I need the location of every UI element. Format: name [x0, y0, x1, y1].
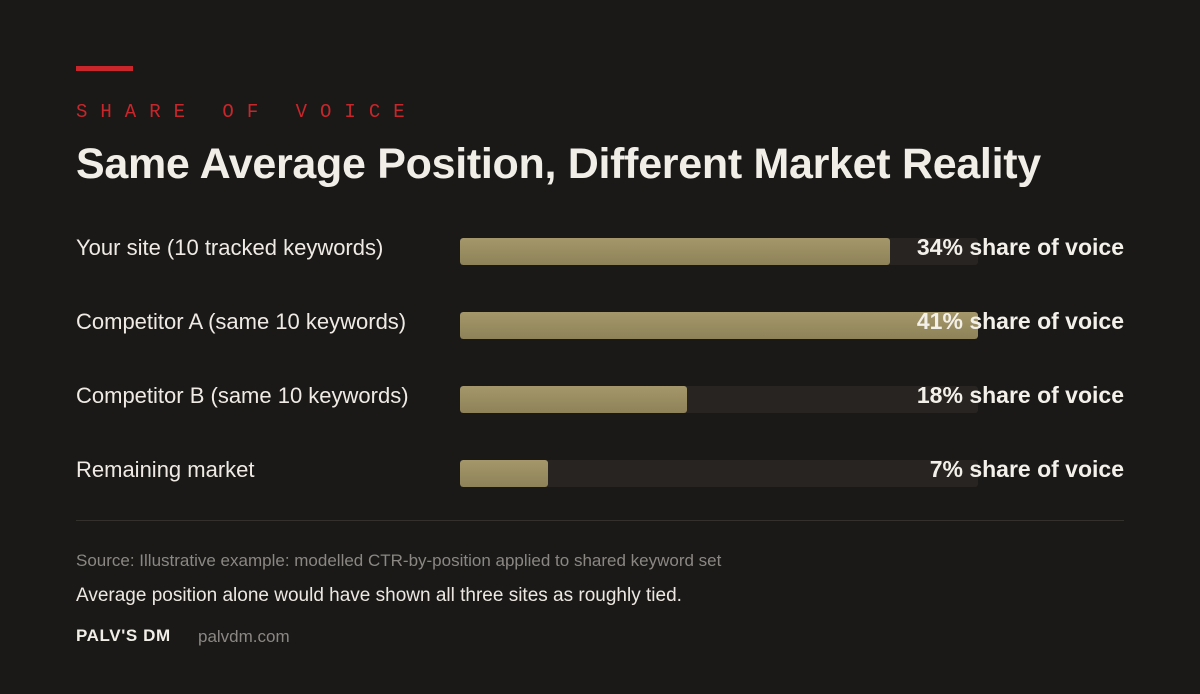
bar-chart: Your site (10 tracked keywords) 34% share…: [76, 224, 1124, 494]
bar-track: [460, 312, 978, 339]
brand-name: PALV'S DM: [76, 626, 171, 645]
bar-row: Competitor A (same 10 keywords) 41% share…: [76, 298, 1124, 348]
bar: [460, 238, 890, 265]
bar-row: Remaining market 7% share of voice: [76, 446, 1124, 496]
bar-track: [460, 460, 978, 487]
section-kicker: SHARE OF VOICE: [76, 101, 418, 123]
bar-value-label: 18% share of voice: [916, 382, 1124, 408]
bar-row: Your site (10 tracked keywords) 34% share…: [76, 224, 1124, 274]
bar-row: Competitor B (same 10 keywords) 18% share…: [76, 372, 1124, 422]
bar-value-label: 7% share of voice: [929, 456, 1124, 482]
bar-track: [460, 238, 978, 265]
bar: [460, 386, 687, 413]
bar-value-label: 34% share of voice: [916, 234, 1124, 260]
bar: [460, 312, 978, 339]
chart-title: Same Average Position, Different Market …: [76, 140, 1041, 188]
bar-track: [460, 386, 978, 413]
bar: [460, 460, 548, 487]
bar-category-label: Remaining market: [76, 457, 255, 482]
brand-url: palvdm.com: [198, 627, 290, 646]
bar-value-label: 41% share of voice: [916, 308, 1124, 334]
accent-rule: [76, 66, 133, 71]
takeaway-note: Average position alone would have shown …: [76, 585, 682, 606]
source-note: Source: Illustrative example: modelled C…: [76, 551, 722, 570]
footer-divider: [76, 520, 1124, 521]
bar-category-label: Competitor B (same 10 keywords): [76, 383, 409, 408]
bar-category-label: Competitor A (same 10 keywords): [76, 309, 407, 334]
bar-category-label: Your site (10 tracked keywords): [76, 235, 384, 260]
